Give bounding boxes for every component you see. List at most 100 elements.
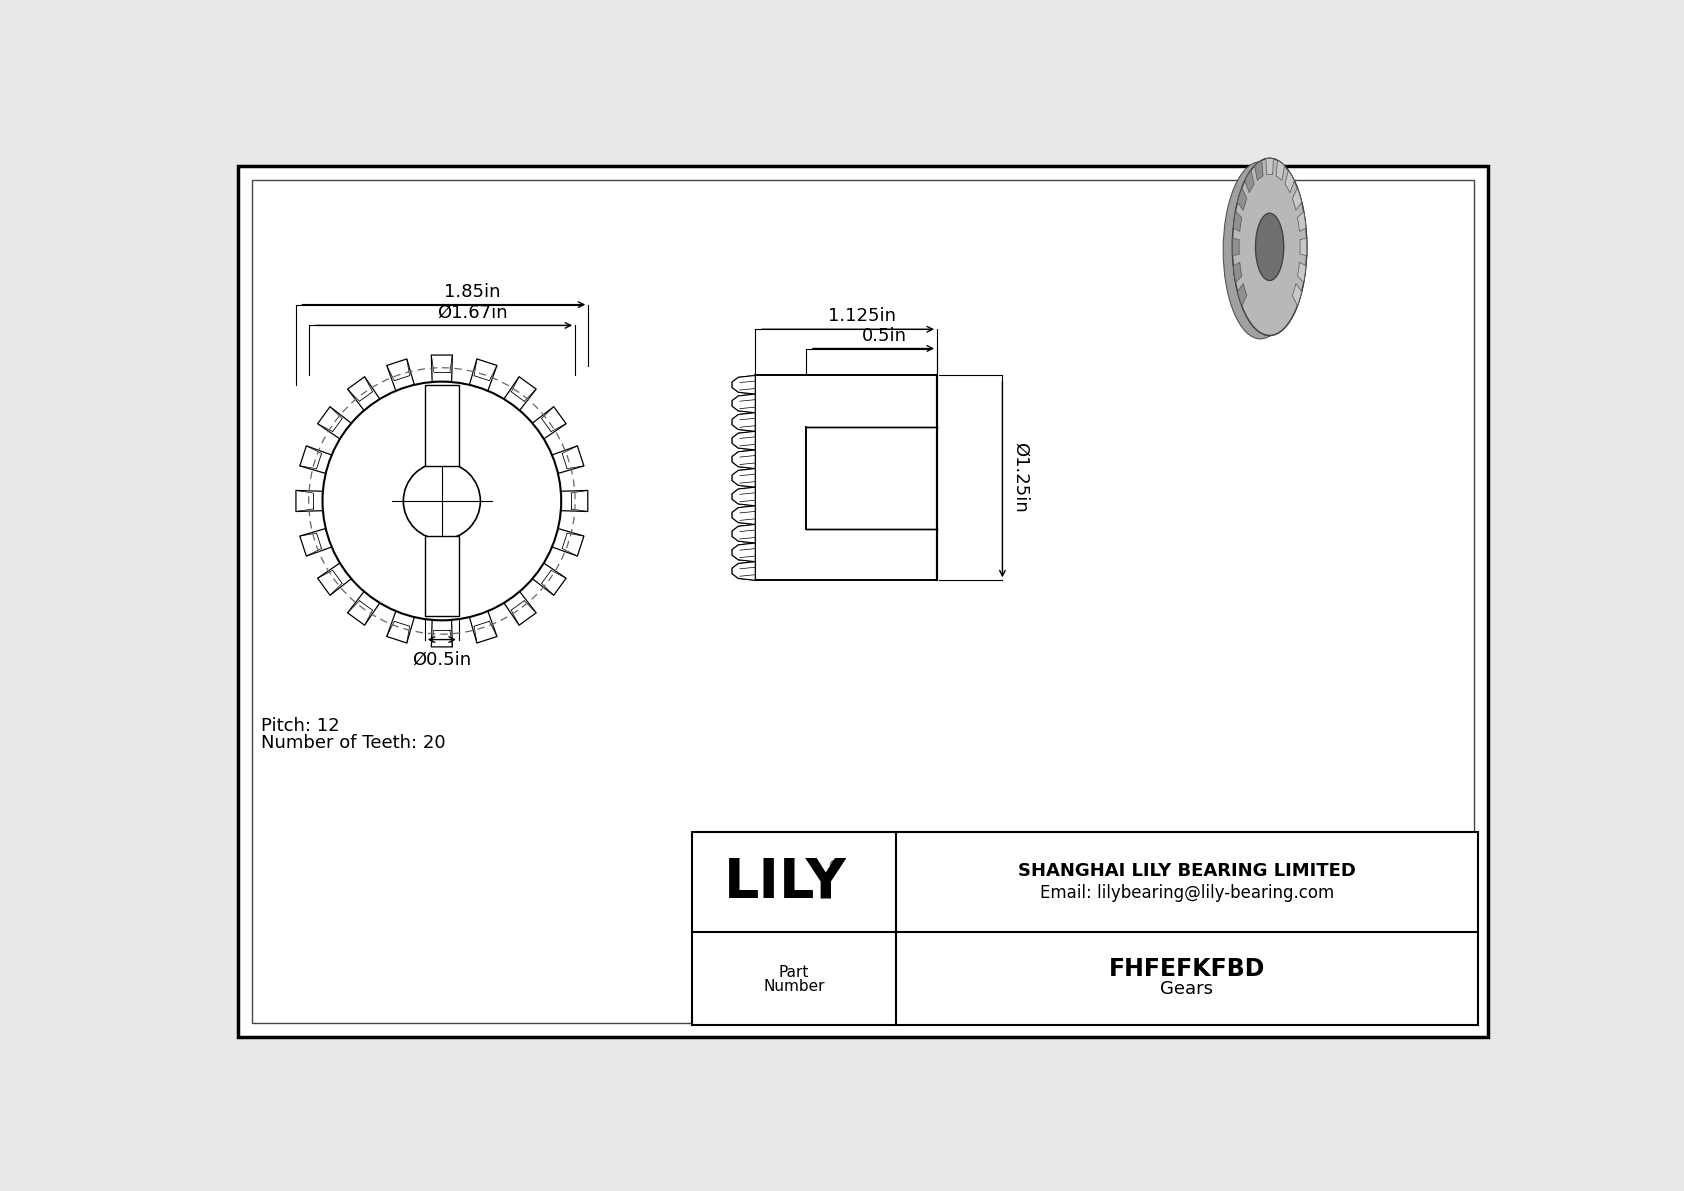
Text: FHFEFKFBD: FHFEFKFBD (1108, 958, 1265, 981)
Text: Number: Number (763, 979, 825, 993)
Polygon shape (1238, 188, 1246, 211)
Text: LILY: LILY (724, 855, 847, 909)
Polygon shape (1233, 238, 1239, 256)
Polygon shape (318, 406, 352, 439)
Bar (807, 428, 936, 529)
Polygon shape (300, 445, 333, 474)
Polygon shape (1244, 170, 1255, 193)
Polygon shape (1280, 318, 1292, 326)
Polygon shape (551, 528, 584, 556)
Text: Ø1.67in: Ø1.67in (438, 304, 509, 322)
Text: Email: lilybearing@lily-bearing.com: Email: lilybearing@lily-bearing.com (1039, 884, 1334, 902)
Polygon shape (733, 413, 754, 431)
Polygon shape (733, 413, 754, 431)
Polygon shape (733, 450, 754, 468)
Polygon shape (1255, 161, 1263, 180)
Polygon shape (1233, 238, 1239, 256)
Polygon shape (468, 610, 497, 643)
Polygon shape (733, 506, 754, 524)
Polygon shape (733, 375, 754, 394)
Polygon shape (733, 375, 754, 394)
Text: 1.125in: 1.125in (827, 307, 896, 325)
Polygon shape (530, 562, 566, 596)
Circle shape (323, 381, 561, 621)
Text: 1.85in: 1.85in (445, 282, 500, 301)
Polygon shape (1233, 211, 1241, 231)
Text: Ø0.5in: Ø0.5in (413, 650, 472, 668)
Polygon shape (1300, 238, 1307, 256)
Polygon shape (1298, 262, 1307, 282)
Polygon shape (1285, 170, 1295, 193)
Polygon shape (1292, 283, 1302, 306)
Polygon shape (1238, 283, 1246, 306)
Polygon shape (551, 445, 584, 474)
Text: Pitch: 12: Pitch: 12 (261, 717, 340, 735)
Polygon shape (1292, 188, 1302, 211)
Polygon shape (1233, 262, 1241, 282)
Ellipse shape (1223, 162, 1298, 339)
Polygon shape (1233, 211, 1241, 231)
Polygon shape (733, 524, 754, 543)
Polygon shape (733, 450, 754, 468)
Polygon shape (387, 358, 414, 392)
Circle shape (404, 462, 480, 540)
Text: Gears: Gears (1160, 980, 1214, 998)
Polygon shape (431, 618, 453, 647)
Text: Number of Teeth: 20: Number of Teeth: 20 (261, 734, 446, 752)
Polygon shape (733, 487, 754, 506)
Bar (807, 374, 938, 582)
Polygon shape (733, 431, 754, 450)
Polygon shape (1233, 262, 1241, 282)
Polygon shape (1298, 211, 1307, 231)
Text: 0.5in: 0.5in (862, 326, 908, 344)
Polygon shape (733, 543, 754, 562)
Polygon shape (347, 591, 381, 625)
Text: ®: ® (827, 860, 840, 874)
Polygon shape (1255, 161, 1263, 180)
Text: Part: Part (780, 965, 810, 980)
Polygon shape (1290, 195, 1302, 206)
Polygon shape (733, 394, 754, 413)
Polygon shape (733, 394, 754, 413)
Polygon shape (1300, 238, 1307, 256)
Polygon shape (1276, 161, 1285, 180)
Polygon shape (733, 468, 754, 487)
Polygon shape (387, 610, 414, 643)
Polygon shape (1285, 170, 1295, 193)
Bar (692, 833, 1477, 1024)
Polygon shape (318, 562, 352, 596)
Polygon shape (1288, 299, 1300, 310)
Polygon shape (1266, 158, 1273, 175)
Ellipse shape (1233, 158, 1307, 336)
Bar (424, 536, 458, 617)
Polygon shape (1238, 188, 1246, 211)
Bar (424, 386, 458, 466)
Polygon shape (468, 358, 497, 392)
Polygon shape (1298, 262, 1307, 282)
Polygon shape (733, 543, 754, 562)
Text: Ø1.25in: Ø1.25in (1012, 443, 1029, 513)
Polygon shape (1297, 247, 1307, 260)
Polygon shape (504, 591, 536, 625)
Polygon shape (733, 487, 754, 506)
Polygon shape (300, 528, 333, 556)
Polygon shape (559, 491, 588, 511)
Ellipse shape (1233, 158, 1307, 336)
Polygon shape (347, 376, 381, 412)
Polygon shape (733, 524, 754, 543)
Polygon shape (1276, 161, 1285, 180)
Polygon shape (1298, 211, 1307, 231)
Polygon shape (1244, 170, 1255, 193)
Polygon shape (733, 562, 754, 580)
Polygon shape (733, 431, 754, 450)
Polygon shape (1266, 158, 1273, 175)
Polygon shape (1295, 219, 1307, 231)
Polygon shape (1292, 283, 1302, 306)
Polygon shape (1238, 283, 1246, 306)
Polygon shape (733, 468, 754, 487)
Polygon shape (733, 506, 754, 524)
Polygon shape (1268, 331, 1282, 337)
Polygon shape (1295, 274, 1305, 286)
Ellipse shape (1256, 213, 1283, 281)
Polygon shape (504, 376, 536, 412)
